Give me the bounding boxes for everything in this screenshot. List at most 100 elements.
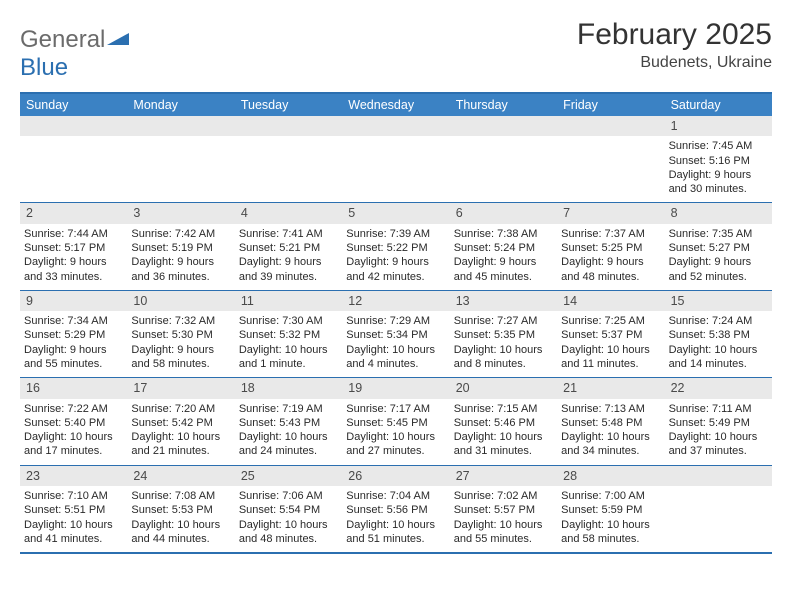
sunset-line: Sunset: 5:45 PM (346, 416, 445, 430)
logo-triangle-icon (107, 26, 131, 54)
sunset-line: Sunset: 5:56 PM (346, 503, 445, 517)
day-number: 13 (450, 291, 557, 311)
day-number: 10 (127, 291, 234, 311)
sunset-line: Sunset: 5:38 PM (669, 328, 768, 342)
calendar-day-cell: 5Sunrise: 7:39 AMSunset: 5:22 PMDaylight… (342, 203, 449, 289)
calendar-day-cell: 15Sunrise: 7:24 AMSunset: 5:38 PMDayligh… (665, 291, 772, 377)
calendar-day-cell: 1 Sunrise: 7:45 AMSunset: 5:16 PMDaylight… (665, 116, 772, 202)
daylight-line: Daylight: 10 hours and 31 minutes. (454, 430, 553, 459)
calendar-day-cell: 10Sunrise: 7:32 AMSunset: 5:30 PMDayligh… (127, 291, 234, 377)
calendar-day-cell: 17Sunrise: 7:20 AMSunset: 5:42 PMDayligh… (127, 378, 234, 464)
sunrise-line: Sunrise: 7:08 AM (131, 489, 230, 503)
sunset-line: Sunset: 5:24 PM (454, 241, 553, 255)
day-number (665, 466, 772, 486)
daylight-line: Daylight: 10 hours and 17 minutes. (24, 430, 123, 459)
sunset-line: Sunset: 5:59 PM (561, 503, 660, 517)
calendar-day-cell: 26Sunrise: 7:04 AMSunset: 5:56 PMDayligh… (342, 466, 449, 552)
day-number: 4 (235, 203, 342, 223)
sunrise-line: Sunrise: 7:17 AM (346, 402, 445, 416)
calendar-day-cell: 28 Sunrise: 7:00 AMSunset: 5:59 PMDayligh… (557, 466, 664, 552)
daylight-line: Daylight: 10 hours and 27 minutes. (346, 430, 445, 459)
sunset-line: Sunset: 5:19 PM (131, 241, 230, 255)
daylight-line: Daylight: 10 hours and 58 minutes. (561, 518, 660, 547)
day-number: 19 (342, 378, 449, 398)
day-number (342, 116, 449, 136)
sunset-line: Sunset: 5:57 PM (454, 503, 553, 517)
sunrise-line: Sunrise: 7:00 AM (561, 489, 660, 503)
calendar-day-cell: 13 Sunrise: 7:27 AMSunset: 5:35 PMDayligh… (450, 291, 557, 377)
sunset-line: Sunset: 5:16 PM (669, 154, 768, 168)
location-label: Budenets, Ukraine (577, 54, 772, 72)
daylight-line: Daylight: 10 hours and 21 minutes. (131, 430, 230, 459)
weekday-header: Monday (127, 94, 234, 116)
daylight-line: Daylight: 9 hours and 48 minutes. (561, 255, 660, 284)
weekday-header: Wednesday (342, 94, 449, 116)
weekday-header: Saturday (665, 94, 772, 116)
day-number: 23 (20, 466, 127, 486)
day-number: 11 (235, 291, 342, 311)
day-number (127, 116, 234, 136)
logo-text-part1: General (20, 26, 105, 53)
daylight-line: Daylight: 9 hours and 42 minutes. (346, 255, 445, 284)
daylight-line: Daylight: 9 hours and 45 minutes. (454, 255, 553, 284)
calendar-day-cell (20, 116, 127, 202)
sunset-line: Sunset: 5:53 PM (131, 503, 230, 517)
day-number (235, 116, 342, 136)
weekday-header: Sunday (20, 94, 127, 116)
sunrise-line: Sunrise: 7:45 AM (669, 139, 768, 153)
sunset-line: Sunset: 5:35 PM (454, 328, 553, 342)
sunrise-line: Sunrise: 7:32 AM (131, 314, 230, 328)
sunset-line: Sunset: 5:42 PM (131, 416, 230, 430)
sunset-line: Sunset: 5:37 PM (561, 328, 660, 342)
day-number: 1 (665, 116, 772, 136)
calendar-day-cell: 18Sunrise: 7:19 AMSunset: 5:43 PMDayligh… (235, 378, 342, 464)
sunrise-line: Sunrise: 7:25 AM (561, 314, 660, 328)
calendar-day-cell: 11Sunrise: 7:30 AMSunset: 5:32 PMDayligh… (235, 291, 342, 377)
sunset-line: Sunset: 5:40 PM (24, 416, 123, 430)
daylight-line: Daylight: 9 hours and 52 minutes. (669, 255, 768, 284)
calendar: SundayMondayTuesdayWednesdayThursdayFrid… (20, 92, 772, 554)
sunset-line: Sunset: 5:46 PM (454, 416, 553, 430)
day-number (450, 116, 557, 136)
sunset-line: Sunset: 5:30 PM (131, 328, 230, 342)
calendar-week-row: 9Sunrise: 7:34 AMSunset: 5:29 PMDaylight… (20, 290, 772, 377)
day-number: 22 (665, 378, 772, 398)
page-title: February 2025 (577, 18, 772, 52)
day-number: 7 (557, 203, 664, 223)
calendar-day-cell: 14Sunrise: 7:25 AMSunset: 5:37 PMDayligh… (557, 291, 664, 377)
sunrise-line: Sunrise: 7:27 AM (454, 314, 553, 328)
sunrise-line: Sunrise: 7:24 AM (669, 314, 768, 328)
daylight-line: Daylight: 10 hours and 48 minutes. (239, 518, 338, 547)
day-number: 17 (127, 378, 234, 398)
calendar-day-cell: 7Sunrise: 7:37 AMSunset: 5:25 PMDaylight… (557, 203, 664, 289)
calendar-day-cell: 3Sunrise: 7:42 AMSunset: 5:19 PMDaylight… (127, 203, 234, 289)
sunrise-line: Sunrise: 7:39 AM (346, 227, 445, 241)
daylight-line: Daylight: 10 hours and 55 minutes. (454, 518, 553, 547)
calendar-day-cell: 25Sunrise: 7:06 AMSunset: 5:54 PMDayligh… (235, 466, 342, 552)
calendar-week-row: 23Sunrise: 7:10 AMSunset: 5:51 PMDayligh… (20, 465, 772, 552)
day-number: 28 (557, 466, 664, 486)
daylight-line: Daylight: 10 hours and 37 minutes. (669, 430, 768, 459)
sunrise-line: Sunrise: 7:44 AM (24, 227, 123, 241)
sunset-line: Sunset: 5:27 PM (669, 241, 768, 255)
calendar-day-cell: 4Sunrise: 7:41 AMSunset: 5:21 PMDaylight… (235, 203, 342, 289)
weekday-header: Friday (557, 94, 664, 116)
sunrise-line: Sunrise: 7:19 AM (239, 402, 338, 416)
daylight-line: Daylight: 10 hours and 8 minutes. (454, 343, 553, 372)
daylight-line: Daylight: 10 hours and 34 minutes. (561, 430, 660, 459)
calendar-day-cell: 20Sunrise: 7:15 AMSunset: 5:46 PMDayligh… (450, 378, 557, 464)
calendar-day-cell (665, 466, 772, 552)
daylight-line: Daylight: 9 hours and 30 minutes. (669, 168, 768, 197)
sunset-line: Sunset: 5:43 PM (239, 416, 338, 430)
day-number: 5 (342, 203, 449, 223)
day-number: 15 (665, 291, 772, 311)
sunset-line: Sunset: 5:34 PM (346, 328, 445, 342)
day-number: 12 (342, 291, 449, 311)
day-number: 25 (235, 466, 342, 486)
calendar-day-cell (450, 116, 557, 202)
calendar-day-cell: 22Sunrise: 7:11 AMSunset: 5:49 PMDayligh… (665, 378, 772, 464)
sunrise-line: Sunrise: 7:22 AM (24, 402, 123, 416)
calendar-week-row: 16Sunrise: 7:22 AMSunset: 5:40 PMDayligh… (20, 377, 772, 464)
calendar-day-cell: 6Sunrise: 7:38 AMSunset: 5:24 PMDaylight… (450, 203, 557, 289)
calendar-day-cell: 21Sunrise: 7:13 AMSunset: 5:48 PMDayligh… (557, 378, 664, 464)
